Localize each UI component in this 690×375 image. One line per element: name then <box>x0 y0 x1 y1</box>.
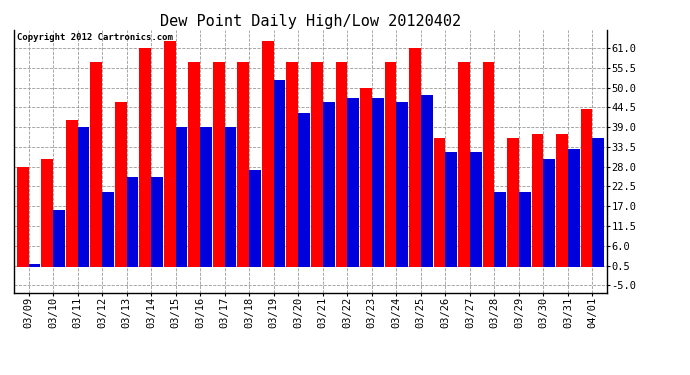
Bar <box>458 62 470 267</box>
Bar <box>200 127 212 267</box>
Bar <box>126 177 139 267</box>
Title: Dew Point Daily High/Low 20120402: Dew Point Daily High/Low 20120402 <box>160 14 461 29</box>
Bar <box>384 62 396 267</box>
Bar <box>568 148 580 267</box>
Bar <box>445 152 457 267</box>
Bar <box>115 102 126 267</box>
Bar <box>507 138 519 267</box>
Bar <box>323 102 335 267</box>
Bar <box>286 62 298 267</box>
Bar <box>28 264 40 267</box>
Bar <box>77 127 89 267</box>
Bar <box>311 62 323 267</box>
Bar <box>188 62 200 267</box>
Bar <box>102 192 114 267</box>
Bar <box>470 152 482 267</box>
Bar <box>298 113 310 267</box>
Bar <box>421 95 433 267</box>
Bar <box>482 62 495 267</box>
Bar <box>433 138 445 267</box>
Text: Copyright 2012 Cartronics.com: Copyright 2012 Cartronics.com <box>17 33 172 42</box>
Bar <box>151 177 163 267</box>
Bar <box>396 102 408 267</box>
Bar <box>139 48 151 267</box>
Bar <box>17 166 28 267</box>
Bar <box>262 41 274 267</box>
Bar <box>249 170 261 267</box>
Bar <box>225 127 237 267</box>
Bar <box>274 80 286 267</box>
Bar <box>237 62 249 267</box>
Bar <box>66 120 77 267</box>
Bar <box>347 98 359 267</box>
Bar <box>372 98 384 267</box>
Bar <box>409 48 421 267</box>
Bar <box>360 87 372 267</box>
Bar <box>593 138 604 267</box>
Bar <box>213 62 225 267</box>
Bar <box>581 109 593 267</box>
Bar <box>41 159 53 267</box>
Bar <box>164 41 176 267</box>
Bar <box>532 134 544 267</box>
Bar <box>176 127 188 267</box>
Bar <box>335 62 347 267</box>
Bar <box>495 192 506 267</box>
Bar <box>90 62 102 267</box>
Bar <box>544 159 555 267</box>
Bar <box>53 210 65 267</box>
Bar <box>519 192 531 267</box>
Bar <box>556 134 568 267</box>
